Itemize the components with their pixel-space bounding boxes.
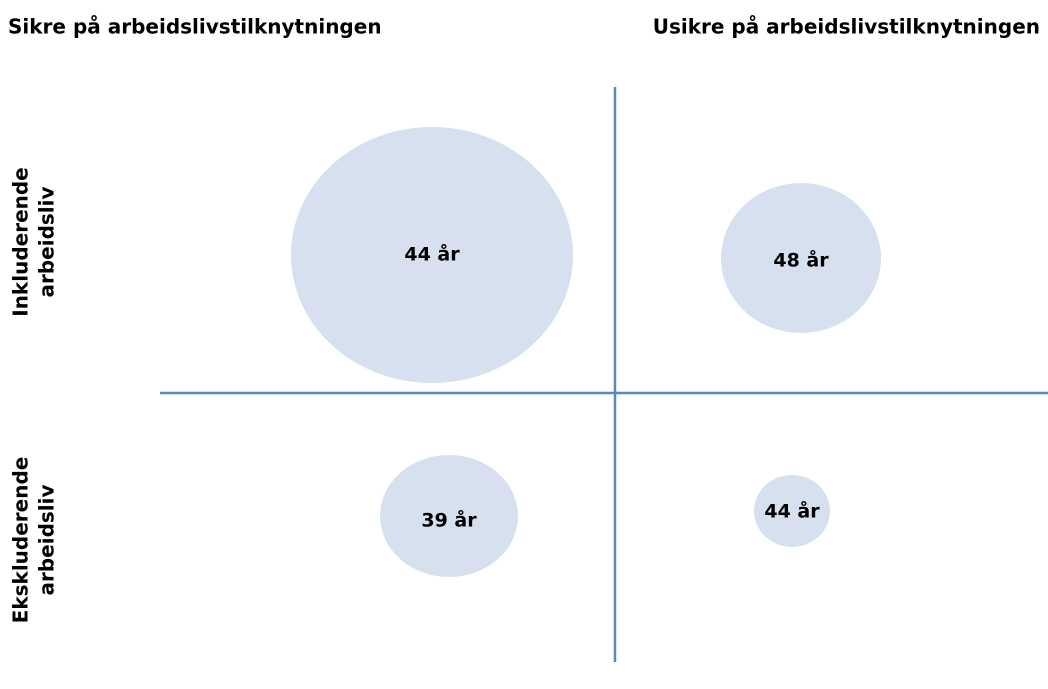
bubble (380, 455, 518, 577)
row-header-line: Ekskluderende (9, 457, 33, 624)
column-header: Sikre på arbeidslivstilknytningen (8, 15, 382, 39)
row-header: Inkluderende arbeidsliv (9, 167, 59, 317)
column-header: Usikre på arbeidslivstilknytningen (653, 15, 1040, 39)
bubble-label: 48 år (773, 248, 829, 272)
bubble (754, 475, 830, 547)
bubble-label: 44 år (764, 499, 820, 523)
bubble-label: 44 år (404, 242, 460, 266)
row-header-line: Inkluderende (9, 167, 33, 317)
bubble (291, 127, 573, 383)
bubble-label: 39 år (421, 508, 477, 532)
bubble (721, 183, 881, 333)
row-header-line: arbeidsliv (35, 186, 59, 297)
row-header-line: arbeidsliv (35, 484, 59, 595)
row-header: Ekskluderende arbeidsliv (9, 457, 59, 624)
